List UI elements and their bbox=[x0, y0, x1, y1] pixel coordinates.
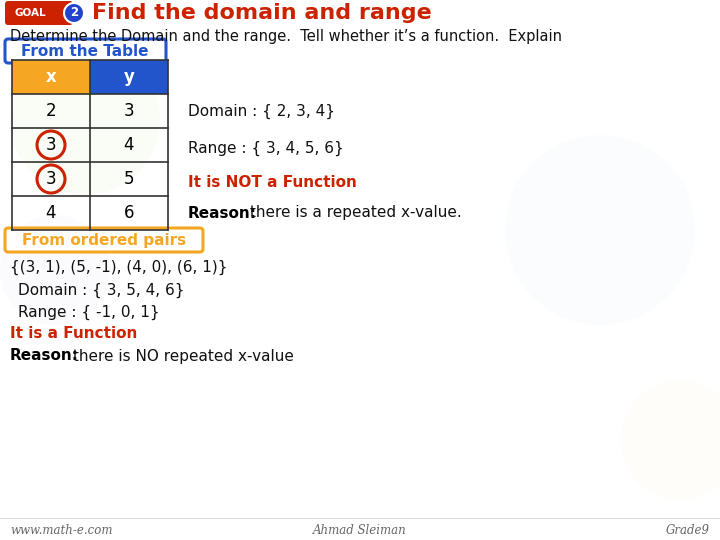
Text: 2: 2 bbox=[70, 6, 78, 19]
Text: GOAL: GOAL bbox=[14, 8, 46, 18]
Text: there is NO repeated x-value: there is NO repeated x-value bbox=[68, 348, 294, 363]
Circle shape bbox=[64, 3, 84, 23]
Text: Range : { 3, 4, 5, 6}: Range : { 3, 4, 5, 6} bbox=[188, 141, 343, 156]
Text: 6: 6 bbox=[124, 204, 134, 222]
Text: 3: 3 bbox=[124, 102, 135, 120]
Text: Domain : { 3, 5, 4, 6}: Domain : { 3, 5, 4, 6} bbox=[18, 282, 184, 298]
Text: Determine the Domain and the range.  Tell whether it’s a function.  Explain: Determine the Domain and the range. Tell… bbox=[10, 29, 562, 44]
FancyBboxPatch shape bbox=[5, 228, 203, 252]
Circle shape bbox=[10, 45, 160, 195]
Circle shape bbox=[0, 215, 110, 325]
Text: It is a Function: It is a Function bbox=[10, 327, 138, 341]
Text: 5: 5 bbox=[124, 170, 134, 188]
Text: y: y bbox=[124, 68, 135, 86]
Text: Grade9: Grade9 bbox=[666, 523, 710, 537]
Text: Reason:: Reason: bbox=[10, 348, 79, 363]
Text: From the Table: From the Table bbox=[22, 44, 149, 58]
Text: www.math-e.com: www.math-e.com bbox=[10, 523, 112, 537]
Text: Ahmad Sleiman: Ahmad Sleiman bbox=[313, 523, 407, 537]
FancyBboxPatch shape bbox=[90, 60, 168, 94]
Text: {(3, 1), (5, -1), (4, 0), (6, 1)}: {(3, 1), (5, -1), (4, 0), (6, 1)} bbox=[10, 259, 228, 275]
Text: 4: 4 bbox=[46, 204, 56, 222]
Text: Range : { -1, 0, 1}: Range : { -1, 0, 1} bbox=[18, 305, 160, 320]
Text: there is a repeated x-value.: there is a repeated x-value. bbox=[245, 206, 462, 220]
Circle shape bbox=[505, 135, 695, 325]
FancyBboxPatch shape bbox=[5, 39, 166, 63]
Text: Find the domain and range: Find the domain and range bbox=[92, 3, 432, 23]
Text: It is NOT a Function: It is NOT a Function bbox=[188, 175, 357, 190]
FancyBboxPatch shape bbox=[12, 60, 90, 94]
Text: 3: 3 bbox=[45, 136, 56, 154]
Text: Domain : { 2, 3, 4}: Domain : { 2, 3, 4} bbox=[188, 103, 335, 119]
Text: x: x bbox=[45, 68, 56, 86]
Text: 4: 4 bbox=[124, 136, 134, 154]
Text: 3: 3 bbox=[45, 170, 56, 188]
Text: From ordered pairs: From ordered pairs bbox=[22, 233, 186, 247]
FancyBboxPatch shape bbox=[5, 1, 73, 25]
Text: Reason:: Reason: bbox=[188, 206, 257, 220]
Text: 2: 2 bbox=[45, 102, 56, 120]
Circle shape bbox=[620, 380, 720, 500]
